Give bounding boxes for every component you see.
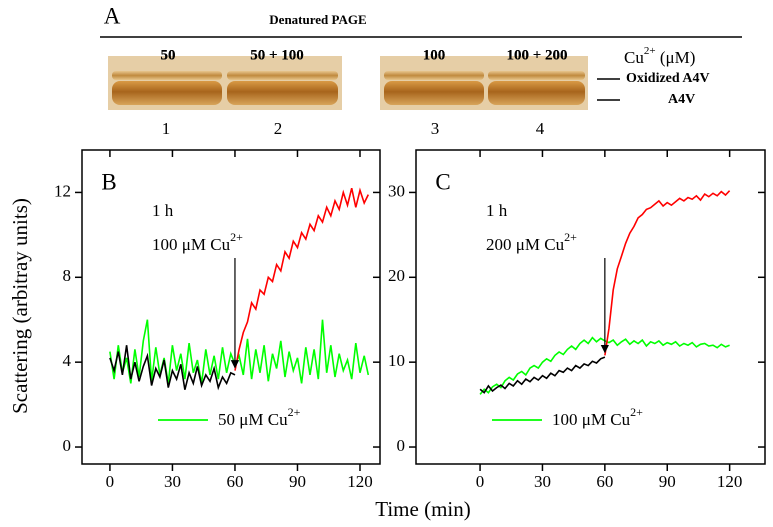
lane-number: 2 <box>274 119 283 138</box>
series-line <box>109 319 370 384</box>
annotation-text: 100 μM Cu <box>152 235 231 254</box>
lane-number: 3 <box>431 119 440 138</box>
annotation-time: 1 h <box>486 201 508 220</box>
x-tick-label: 60 <box>596 472 613 491</box>
band-label: Oxidized A4V <box>626 71 710 86</box>
y-tick-label: 0 <box>63 436 72 455</box>
x-tick-label: 60 <box>226 472 243 491</box>
band-oxidized <box>384 71 484 80</box>
x-tick-label: 0 <box>106 472 115 491</box>
x-tick-label: 90 <box>289 472 306 491</box>
lane-label: 50 <box>161 47 176 63</box>
series-line <box>109 345 236 391</box>
y-axis-label: Scattering (arbitray units) <box>8 198 32 414</box>
annotation: 100 μM Cu2+ <box>152 230 243 254</box>
legend-label: 100 μM Cu2+ <box>552 405 643 429</box>
annotation: 200 μM Cu2+ <box>486 230 577 254</box>
band-a4v <box>384 81 484 105</box>
x-tick-label: 90 <box>659 472 676 491</box>
legend-label-sup: 2+ <box>630 405 643 419</box>
band-label: A4V <box>668 92 695 107</box>
y-tick-label: 0 <box>397 436 406 455</box>
series-line <box>604 190 731 356</box>
band-oxidized <box>227 71 338 80</box>
x-tick-label: 120 <box>347 472 373 491</box>
annotation-sup: 2+ <box>564 230 577 244</box>
lane-number: 1 <box>162 119 171 138</box>
lane-label: 100 + 200 <box>506 47 567 63</box>
band-a4v <box>488 81 585 105</box>
unit-sup: 2+ <box>644 45 656 57</box>
lane-label: 50 + 100 <box>250 47 304 63</box>
legend-label-sup: 2+ <box>288 405 301 419</box>
x-tick-label: 0 <box>476 472 485 491</box>
gel <box>108 56 588 110</box>
band-oxidized <box>488 71 585 80</box>
legend-label: 50 μM Cu2+ <box>218 405 301 429</box>
unit-text: Cu <box>624 48 644 67</box>
band-a4v <box>227 81 338 105</box>
x-tick-label: 120 <box>717 472 743 491</box>
y-tick-label: 4 <box>63 351 72 370</box>
unit-suffix: (μM) <box>656 48 696 67</box>
y-tick-label: 12 <box>54 181 71 200</box>
panel-label: A <box>104 3 121 28</box>
band-a4v <box>112 81 222 105</box>
gel-title: Denatured PAGE <box>269 12 366 27</box>
lane-label: 100 <box>423 47 446 63</box>
lane-number: 4 <box>536 119 545 138</box>
plot-frame <box>415 149 766 465</box>
x-tick-label: 30 <box>534 472 551 491</box>
plot-frame <box>81 149 381 465</box>
y-tick-label: 30 <box>388 181 405 200</box>
annotation-sup: 2+ <box>230 230 243 244</box>
annotation-text: 200 μM Cu <box>486 235 565 254</box>
lane-label: 50 <box>161 47 176 63</box>
series-line <box>234 187 370 371</box>
y-tick-label: 20 <box>388 266 405 285</box>
x-axis-label: Time (min) <box>375 497 470 521</box>
legend-label-text: 100 μM Cu <box>552 410 631 429</box>
x-tick-label: 30 <box>164 472 181 491</box>
panel-label: C <box>435 169 450 194</box>
lane-label: 100 + 200 <box>506 47 567 63</box>
y-tick-label: 8 <box>63 266 72 285</box>
y-tick-label: 10 <box>388 351 405 370</box>
band-oxidized <box>112 71 222 80</box>
lane-label: 100 <box>423 47 446 63</box>
lane-label: 50 + 100 <box>250 47 304 63</box>
unit-label: Cu2+ (μM) <box>624 45 695 67</box>
series-line <box>479 356 606 394</box>
panel-label: B <box>101 169 116 194</box>
annotation-time: 1 h <box>152 201 174 220</box>
legend-label-text: 50 μM Cu <box>218 410 288 429</box>
